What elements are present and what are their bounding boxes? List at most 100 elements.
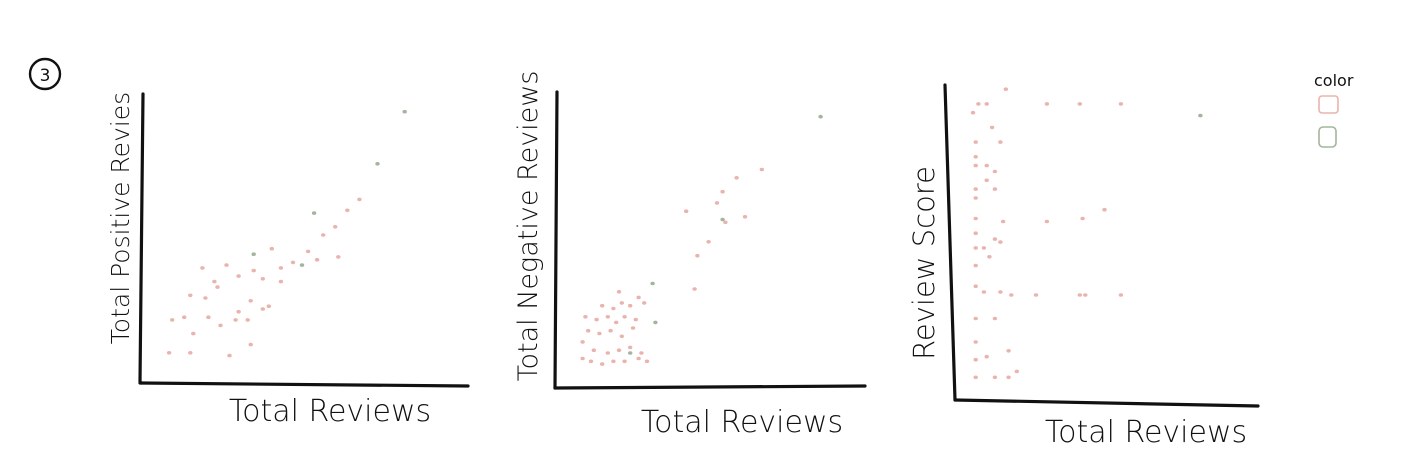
chart-3-point: [992, 375, 998, 380]
chart-1-point: [236, 309, 241, 314]
chart-3-x-label: Total Reviews: [1045, 415, 1247, 450]
chart-2-point: [605, 351, 610, 355]
chart-1-point: [166, 351, 172, 355]
chart-2-point: [611, 306, 616, 311]
chart-1-point: [357, 197, 362, 202]
chart-1-point: [290, 260, 296, 265]
chart-3-point: [973, 357, 978, 362]
chart-2-point: [723, 220, 728, 225]
chart-1-point: [218, 323, 223, 328]
chart-2-point: [633, 317, 638, 322]
chart-2-point: [650, 281, 655, 286]
chart-2-point: [583, 315, 588, 319]
chart-2-point: [630, 326, 636, 330]
chart-1-point: [188, 351, 193, 355]
chart-2-point: [684, 209, 689, 213]
chart-3-point: [1080, 216, 1085, 221]
chart-1-point: [269, 246, 274, 251]
chart-1-point: [311, 211, 317, 215]
chart-3-point: [1033, 293, 1039, 297]
chart-3-point: [1102, 207, 1107, 212]
chart-3-point: [987, 254, 992, 259]
chart-2-point: [588, 359, 594, 364]
chart-2-point: [580, 340, 585, 344]
chart-3-point: [1009, 293, 1014, 297]
scatter-chart-negative: Total Reviews Total Negative Reviews: [513, 71, 867, 440]
chart-2-point: [586, 328, 591, 333]
chart-2-point: [644, 359, 650, 364]
chart-3-point: [1014, 369, 1019, 374]
chart-3-point: [1077, 102, 1083, 106]
chart-3-point: [984, 178, 989, 183]
chart-3-y-axis: [943, 83, 957, 402]
chart-3-point: [998, 290, 1003, 294]
chart-1-y-label: Total Positive Revies: [106, 92, 135, 344]
chart-1-point: [170, 318, 175, 322]
chart-3-point: [973, 196, 978, 200]
chart-1-y-axis: [138, 92, 145, 385]
chart-3-point: [973, 284, 978, 289]
chart-3-point: [984, 354, 989, 359]
chart-3-point: [973, 263, 978, 268]
chart-2-point: [695, 253, 700, 258]
chart-2-point: [622, 315, 627, 319]
chart-1-point: [227, 353, 232, 358]
chart-2-point: [720, 217, 725, 222]
chart-1-point: [212, 279, 217, 284]
chart-3-point: [992, 169, 998, 174]
chart-2-point: [616, 348, 622, 353]
chart-1-point: [266, 304, 271, 309]
chart-2-point: [639, 351, 644, 355]
chart-2-x-label: Total Reviews: [641, 405, 843, 440]
chart-2-y-label: Total Negative Reviews: [513, 71, 544, 382]
chart-2-point: [600, 362, 605, 366]
chart-1-point: [305, 249, 311, 254]
chart-1-point: [200, 266, 205, 270]
chart-3-point: [981, 290, 987, 294]
scatter-chart-positive: Total Reviews Total Positive Revies: [106, 92, 470, 429]
chart-3-point: [992, 237, 998, 241]
chart-3-point: [976, 102, 981, 106]
chart-3-point: [992, 187, 998, 191]
chart-3-point: [973, 155, 978, 159]
chart-2-y-axis: [553, 90, 559, 390]
legend-swatch-green: [1318, 126, 1337, 148]
chart-1-points: [166, 109, 407, 358]
chart-2-point: [608, 328, 613, 333]
chart-3-point: [1077, 293, 1083, 297]
chart-2-point: [636, 356, 641, 361]
chart-3-point: [973, 231, 978, 235]
figure-number-badge: 3: [28, 57, 62, 91]
chart-2-point: [720, 189, 725, 194]
chart-2-point: [614, 320, 619, 325]
chart-3-point: [973, 375, 978, 380]
chart-3-point: [973, 187, 978, 191]
chart-3-point: [973, 140, 978, 144]
legend-swatch-pink: [1318, 95, 1339, 114]
chart-3-point: [1083, 293, 1088, 297]
chart-3-point: [973, 340, 978, 344]
chart-3-point: [973, 246, 978, 250]
figure-number: 3: [40, 66, 51, 86]
chart-2-point: [636, 295, 641, 300]
chart-1-point: [236, 274, 241, 278]
chart-1-x-label: Total Reviews: [229, 394, 431, 429]
chart-2-point: [619, 301, 624, 305]
chart-3-points: [970, 87, 1203, 380]
chart-3-point: [992, 316, 998, 321]
chart-1-point: [182, 315, 187, 320]
chart-2-point: [692, 287, 697, 291]
chart-1-point: [206, 315, 211, 320]
chart-2-point: [714, 201, 720, 205]
chart-1-point: [375, 162, 380, 166]
chart-1-point: [191, 331, 196, 336]
chart-1-point: [278, 279, 284, 284]
chart-1-x-axis: [138, 381, 470, 388]
chart-3-point: [1044, 102, 1050, 106]
chart-3-point: [984, 163, 989, 168]
chart-2-point: [591, 348, 596, 353]
legend-title: color: [1314, 71, 1354, 90]
chart-1-point: [248, 299, 253, 303]
chart-1-point: [224, 263, 229, 267]
chart-1-point: [251, 252, 256, 256]
